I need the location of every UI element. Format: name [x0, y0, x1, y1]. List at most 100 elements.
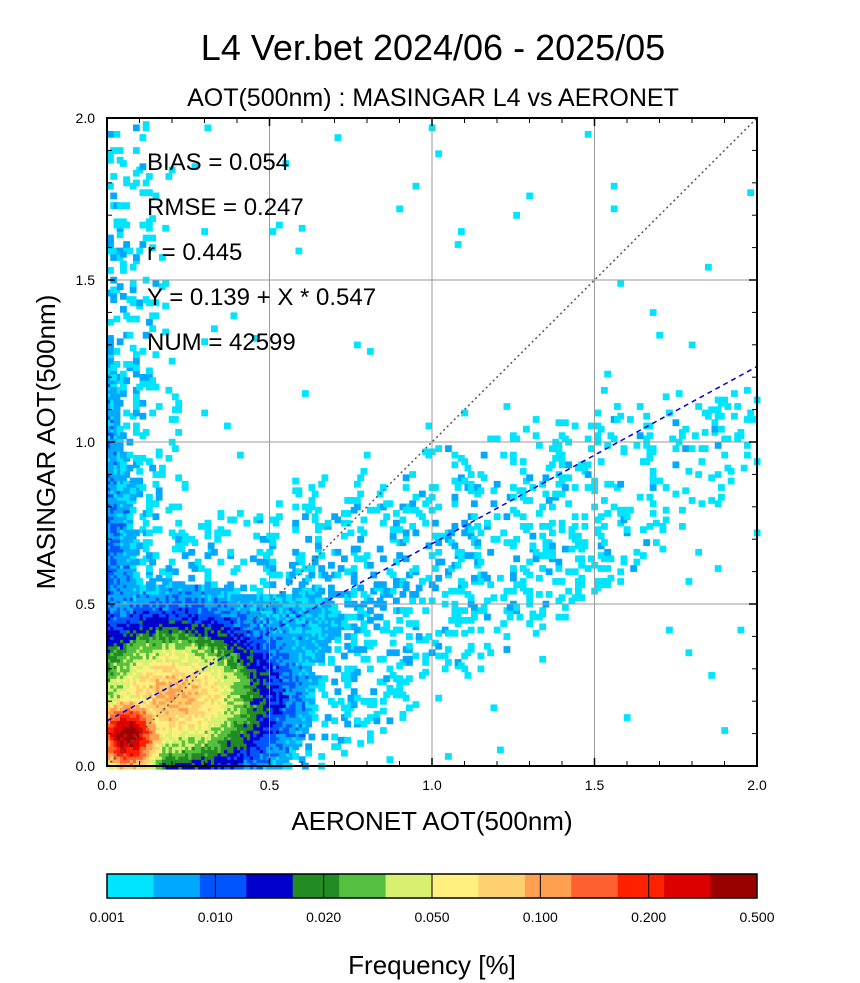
density-cell — [142, 429, 150, 436]
density-cell — [461, 629, 469, 637]
density-cell — [165, 386, 173, 394]
density-cell — [126, 331, 134, 339]
density-cell — [409, 597, 417, 605]
density-cell — [149, 558, 157, 566]
density-cell — [594, 409, 602, 417]
density-cell — [357, 613, 365, 621]
density-cell — [298, 756, 306, 764]
density-cell — [139, 399, 147, 407]
density-cell — [552, 578, 560, 585]
density-cell — [519, 458, 527, 465]
density-cell — [354, 545, 361, 553]
density-cell — [607, 480, 615, 488]
density-cell — [344, 568, 352, 576]
density-cell — [123, 377, 131, 384]
density-cell — [165, 454, 173, 462]
density-cell — [451, 493, 459, 501]
density-cell — [292, 519, 300, 527]
density-cell — [289, 561, 296, 569]
density-cell — [175, 535, 183, 543]
density-cell — [552, 490, 560, 498]
density-cell — [146, 500, 153, 508]
density-cell — [461, 529, 469, 537]
density-cell — [308, 565, 316, 572]
density-cell — [334, 548, 342, 556]
density-cell — [328, 584, 335, 592]
density-cell — [350, 701, 358, 708]
density-cell — [432, 484, 439, 491]
density-cell — [298, 224, 306, 232]
density-cell — [571, 523, 579, 530]
density-cell — [107, 335, 114, 342]
density-cell — [204, 581, 212, 589]
density-cell — [350, 675, 358, 683]
density-cell — [142, 179, 150, 187]
density-cell — [503, 403, 511, 410]
density-cell — [360, 620, 368, 627]
density-cell — [152, 192, 160, 200]
density-cell — [412, 493, 420, 501]
density-cell — [123, 176, 131, 184]
density-cell — [435, 445, 443, 453]
density-cell — [350, 571, 358, 579]
density-cell — [412, 652, 420, 660]
density-cell — [568, 545, 576, 553]
density-cell — [259, 535, 267, 543]
density-cell — [107, 234, 114, 242]
density-cell — [110, 147, 118, 154]
density-cell — [292, 503, 300, 511]
density-cell — [519, 487, 527, 495]
density-cell — [539, 623, 547, 631]
density-cell — [162, 280, 170, 287]
density-cell — [549, 542, 556, 550]
density-cell — [363, 451, 371, 459]
density-cell — [536, 591, 543, 598]
density-cell — [604, 370, 612, 378]
density-cell — [133, 364, 140, 372]
density-cell — [383, 626, 391, 634]
density-cell — [503, 646, 511, 653]
density-cell — [477, 665, 485, 673]
density-cell — [588, 555, 595, 563]
density-cell — [555, 565, 563, 572]
density-cell — [588, 445, 595, 453]
density-cell — [155, 403, 163, 410]
density-cell — [155, 487, 163, 495]
density-cell — [120, 390, 127, 397]
density-cell — [302, 390, 309, 397]
density-cell — [311, 704, 319, 712]
density-cell — [360, 516, 368, 524]
density-cell — [116, 231, 124, 239]
density-cell — [539, 552, 547, 559]
density-cell — [175, 503, 183, 511]
density-cell — [133, 393, 140, 401]
density-cell — [477, 578, 485, 585]
density-cell — [471, 604, 478, 611]
density-cell — [386, 717, 394, 725]
density-cell — [305, 535, 313, 543]
density-cell — [454, 613, 462, 621]
density-cell — [341, 704, 348, 712]
density-cell — [565, 474, 573, 482]
density-cell — [116, 283, 124, 291]
density-cell — [142, 331, 150, 339]
density-cell — [571, 484, 579, 491]
density-cell — [116, 338, 124, 346]
density-cell — [308, 672, 316, 679]
density-cell — [493, 626, 501, 634]
density-cell — [305, 743, 313, 751]
density-cell — [123, 221, 131, 229]
density-cell — [490, 487, 498, 495]
density-cell — [519, 513, 527, 521]
density-cell — [337, 613, 345, 621]
density-cell — [129, 344, 137, 352]
density-cell — [467, 487, 475, 495]
density-cell — [454, 607, 462, 615]
density-cell — [149, 244, 157, 252]
density-cell — [526, 474, 534, 482]
density-cell — [120, 370, 127, 378]
density-cell — [331, 678, 339, 686]
density-cell — [120, 432, 127, 440]
density-cell — [435, 539, 443, 546]
density-cell — [354, 341, 361, 349]
